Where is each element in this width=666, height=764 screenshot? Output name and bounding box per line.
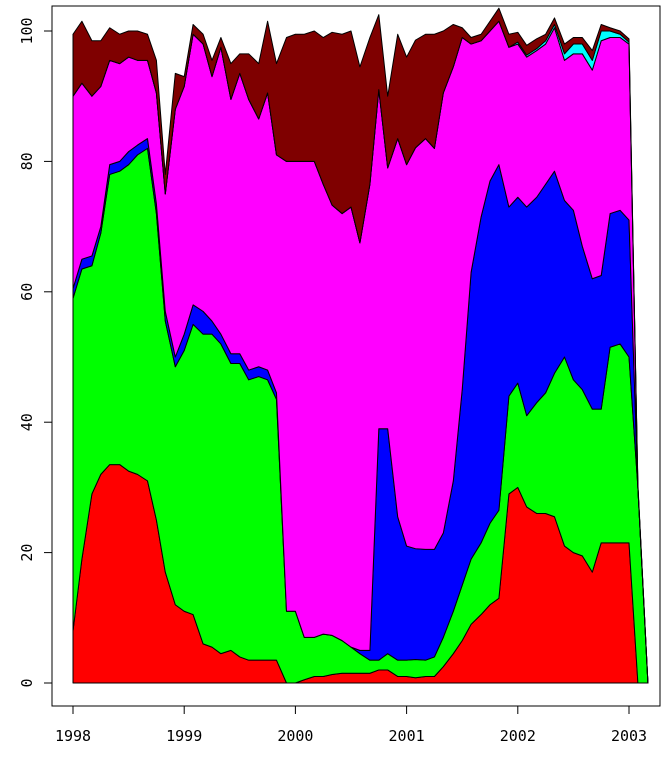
- y-axis: 0 20 40 60 80 100: [18, 17, 53, 688]
- y-tick-label-100: 100: [18, 17, 36, 44]
- y-tick-label-0: 0: [18, 678, 36, 687]
- x-tick-label-2002: 2002: [500, 727, 536, 745]
- area-series-6: [72, 7, 649, 684]
- x-tick-label-2000: 2000: [277, 727, 313, 745]
- x-tick-label-1998: 1998: [55, 727, 91, 745]
- x-axis: 1998 1999 2000 2001 2002 2003: [55, 705, 647, 745]
- y-tick-label-40: 40: [18, 413, 36, 431]
- x-tick-label-2003: 2003: [611, 727, 647, 745]
- x-tick-label-2001: 2001: [389, 727, 425, 745]
- y-tick-label-80: 80: [18, 152, 36, 170]
- plot-areas: [72, 7, 649, 684]
- y-tick-label-60: 60: [18, 283, 36, 301]
- y-tick-label-20: 20: [18, 544, 36, 562]
- x-tick-label-1999: 1999: [166, 727, 202, 745]
